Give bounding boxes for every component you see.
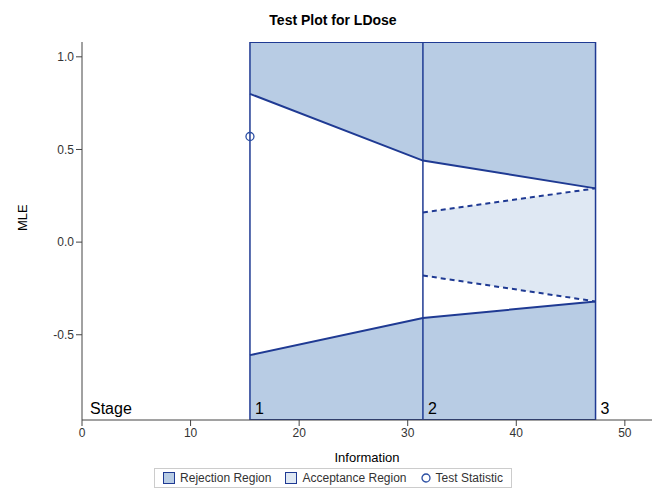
html-text:Test Statistic: Test Statistic [435,471,503,485]
svg-text:1.0: 1.0 [57,50,74,64]
svg-text:50: 50 [618,426,632,440]
svg-text:1: 1 [255,400,264,417]
svg-text:30: 30 [401,426,415,440]
svg-text:3: 3 [601,400,610,417]
svg-text:Stage: Stage [90,400,132,417]
svg-text:0.5: 0.5 [57,143,74,157]
svg-text:20: 20 [292,426,306,440]
svg-text:0.0: 0.0 [57,235,74,249]
svg-text:10: 10 [184,426,198,440]
svg-text:0: 0 [79,426,86,440]
svg-text:-0.5: -0.5 [53,328,74,342]
svg-text:40: 40 [510,426,524,440]
html-text:Acceptance Region: Acceptance Region [302,471,407,485]
svg-text:2: 2 [428,400,437,417]
svg-text:MLE: MLE [15,204,30,231]
html-text:Rejection Region: Rejection Region [180,471,272,485]
html-text:Test Plot for LDose: Test Plot for LDose [269,12,397,28]
svg-text:Information: Information [334,450,399,465]
